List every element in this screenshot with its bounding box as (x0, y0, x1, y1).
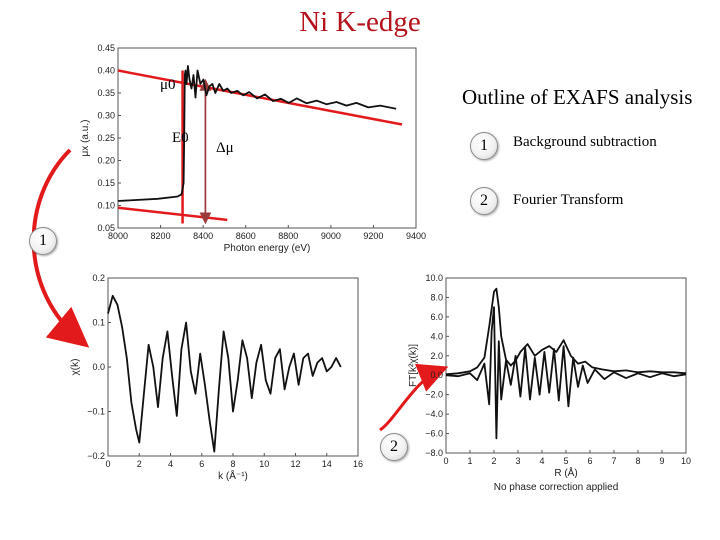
plot1-xtick-label: 8400 (193, 231, 213, 241)
plot3-note: No phase correction applied (494, 482, 619, 493)
plot2-xtick-label: 14 (322, 459, 332, 469)
plot1-xtick-label: 9000 (321, 231, 341, 241)
plot3-xlabel: R (Å) (554, 466, 577, 479)
plot3-ytick-label: 0.0 (430, 370, 443, 380)
plot2-xtick-label: 12 (290, 459, 300, 469)
plot3-ytick-label: 6.0 (430, 312, 443, 322)
plot1-ytick-label: 0.25 (97, 133, 115, 143)
plot2-ylabel: χ(k) (70, 359, 81, 376)
plot3-series-magnitude (445, 287, 687, 376)
step-number-1: 1 (470, 132, 498, 160)
plot1-series-1 (117, 65, 397, 202)
plot2-xtick-label: 2 (137, 459, 142, 469)
plot2-ytick-label: −0.1 (87, 407, 105, 417)
plot3-series-imaginary (445, 306, 687, 440)
plot3-xtick-label: 9 (659, 456, 664, 466)
plot2-xtick-label: 0 (105, 459, 110, 469)
plot2-ytick-label: 0.1 (92, 318, 105, 328)
step-number-2: 2 (470, 187, 498, 215)
plot3-xtick-label: 4 (539, 456, 544, 466)
step2-arrow (379, 363, 449, 432)
plot2-xtick-label: 16 (353, 459, 363, 469)
plot1-ytick-label: 0.45 (97, 43, 115, 53)
plot3-xtick-label: 6 (587, 456, 592, 466)
plot1-xtick-label: 9400 (406, 231, 426, 241)
plot1-ytick-label: 0.10 (97, 201, 115, 211)
plot3-ytick-label: 2.0 (430, 351, 443, 361)
plot1-ytick-label: 0.40 (97, 66, 115, 76)
page-title: Ni K-edge (299, 6, 421, 38)
plot3-ylabel: FT[k²χ(k)] (408, 344, 419, 387)
plot3-xtick-label: 10 (681, 456, 691, 466)
plot1-ytick-label: 0.05 (97, 223, 115, 233)
plot2-ytick-label: 0.2 (92, 273, 105, 283)
mu0-label: μ0 (160, 77, 176, 93)
plot1-ytick-label: 0.35 (97, 88, 115, 98)
step-label-1: Background subtraction (513, 134, 657, 150)
plot1-xtick-label: 8200 (151, 231, 171, 241)
arrow-2-badge: 2 (380, 433, 408, 461)
plot3-ytick-label: −4.0 (425, 409, 443, 419)
plot1-ylabel: μx (a.u.) (80, 120, 91, 157)
plot3-xtick-label: 5 (563, 456, 568, 466)
plot1-ytick-label: 0.20 (97, 156, 115, 166)
plot1-frame (117, 47, 417, 229)
plot3-ytick-label: −8.0 (425, 448, 443, 458)
plot2-xlabel: k (Å⁻¹) (218, 469, 248, 482)
guide-line-pre-edge (117, 206, 228, 222)
plot3-ytick-label: 4.0 (430, 331, 443, 341)
plot3-ytick-label: 8.0 (430, 292, 443, 302)
plot2-xtick-label: 8 (230, 459, 235, 469)
delta-mu-label: Δμ (216, 140, 234, 156)
plot1-xtick-label: 8600 (236, 231, 256, 241)
plot3-xtick-label: 3 (515, 456, 520, 466)
plot3-xtick-label: 0 (443, 456, 448, 466)
step-label-2: Fourier Transform (513, 192, 624, 208)
plot1-xlabel: Photon energy (eV) (224, 243, 311, 254)
plot2-xtick-label: 6 (199, 459, 204, 469)
plot2-xtick-label: 4 (168, 459, 173, 469)
plot1-ytick-label: 0.15 (97, 178, 115, 188)
plot2-frame (107, 277, 359, 457)
plot1-xtick-label: 9200 (363, 231, 383, 241)
plot3-ytick-label: 10.0 (425, 273, 443, 283)
plot3-xtick-label: 1 (467, 456, 472, 466)
plot3-ytick-label: −2.0 (425, 390, 443, 400)
plot1-xtick-label: 8800 (278, 231, 298, 241)
plot2-ytick-label: 0.0 (92, 362, 105, 372)
plot1-xtick-label: 8000 (108, 231, 128, 241)
plot1-ytick-label: 0.30 (97, 111, 115, 121)
plot3-xtick-label: 7 (611, 456, 616, 466)
plot2-series-1 (107, 294, 342, 453)
plot3-xtick-label: 2 (491, 456, 496, 466)
outline-heading: Outline of EXAFS analysis (462, 85, 693, 109)
plot3-ytick-label: −6.0 (425, 429, 443, 439)
plot3-xtick-label: 8 (635, 456, 640, 466)
plot2-xtick-label: 10 (259, 459, 269, 469)
arrow-1-badge: 1 (29, 227, 57, 255)
plot2-ytick-label: −0.2 (87, 451, 105, 461)
e0-label: E0 (172, 130, 189, 146)
